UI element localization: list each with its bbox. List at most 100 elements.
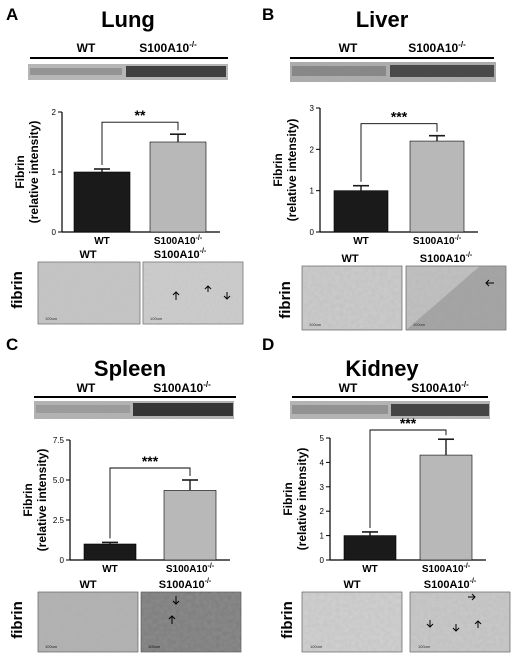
panel-b-blot-ko-band [390, 65, 494, 77]
panel-d-bar-wt [343, 535, 397, 561]
panel-a-blot-ko-label: S100A10-/- [139, 40, 197, 55]
panel-c-letter: C [6, 335, 18, 354]
panel-a-micro-ko-label: S100A10-/- [154, 248, 207, 261]
panel-a-blot-wt-band [30, 68, 122, 75]
panel-a-scale-wt: 100um [45, 316, 58, 321]
panel-a-title: Lung [101, 7, 155, 32]
panel-b-micrographs: WT S100A10-/- fibrin 100um 100um [277, 252, 507, 331]
panel-b-y-axis-label: Fibrin(relative intensity) [271, 119, 299, 222]
panel-b-fibrin-row-label: fibrin [277, 281, 294, 319]
panel-c-scale-wt: 100um [45, 644, 58, 649]
panel-a-category-label-ko: S100A10-/- [154, 235, 203, 247]
panel-b-y-tick-label: 2 [310, 145, 315, 154]
panel-d-y-tick-label: 5 [320, 434, 325, 443]
panel-d-y-tick-label: 4 [320, 458, 325, 467]
panel-d-blot: WT S100A10-/- [290, 380, 490, 419]
panel-a-micrographs: WT S100A10-/- fibrin 100um 100um [9, 248, 244, 325]
panel-c-micro-ko-label: S100A10-/- [159, 578, 212, 591]
panel-a-blot-ko-band [126, 66, 226, 77]
panel-a-y-axis-label: Fibrin(relative intensity) [13, 121, 41, 224]
panel-a-significance-bracket [101, 121, 179, 165]
panel-b-blot: WT S100A10-/- [290, 40, 496, 82]
panel-a: A Lung WT S100A10-/- 0 1 2 Fibrin(relative … [6, 5, 244, 325]
panel-c-y-axis-label: Fibrin(relative intensity) [21, 449, 49, 552]
panel-d-blot-ko-label: S100A10-/- [411, 380, 469, 395]
panel-d-micrographs: WT S100A10-/- fibrin 100um 100um [279, 578, 511, 653]
panel-a-fibrin-row-label: fibrin [9, 271, 26, 309]
panel-a-significance-label: ** [135, 107, 146, 123]
panel-b-arrows [485, 279, 494, 287]
panel-b-bar-wt [333, 190, 389, 233]
panel-d-bar-ko [419, 454, 473, 561]
panel-c-arrows [168, 596, 180, 624]
panel-b-blot-ko-label: S100A10-/- [408, 40, 466, 55]
panel-a-blot: WT S100A10-/- [28, 40, 228, 80]
panel-b-micro-ko-label: S100A10-/- [420, 252, 473, 265]
panel-d-y-tick-label: 3 [320, 483, 325, 492]
panel-d-title: Kidney [345, 356, 419, 381]
panel-c-micro-wt-label: WT [79, 579, 96, 591]
panel-d-significance-bracket [369, 429, 447, 528]
panel-b-significance-bracket [360, 123, 438, 182]
panel-d-category-label-ko: S100A10-/- [422, 563, 471, 575]
panel-c-blot-ko-label: S100A10-/- [153, 380, 211, 395]
panel-b-blot-wt-label: WT [339, 41, 358, 55]
panel-c-blot: WT S100A10-/- [34, 380, 236, 419]
panel-c-fibrin-row-label: fibrin [9, 601, 26, 639]
panel-c: C Spleen WT S100A10-/- 0 2.5 5.0 7.5 Fibrin(… [6, 335, 242, 653]
panel-d-scale-ko: 100um [418, 644, 431, 649]
panel-d-micro-wt-label: WT [343, 579, 360, 591]
panel-b-micrograph-ko-dark-region [406, 266, 506, 330]
panel-a-scale-ko: 100um [150, 316, 163, 321]
panel-b-title: Liver [356, 7, 409, 32]
panel-c-bar-wt [83, 543, 137, 561]
panel-d-blot-ko-band [391, 404, 489, 416]
panel-c-blot-wt-label: WT [77, 381, 96, 395]
panel-c-significance-bracket [109, 467, 191, 539]
panel-c-micrographs: WT S100A10-/- fibrin 100um 100um [9, 578, 242, 653]
panel-b-category-label-wt: WT [353, 236, 369, 247]
panel-d-y-axis-label: Fibrin(relative intensity) [281, 448, 309, 551]
panel-b-bar-chart: 0 1 2 3 Fibrin(relative intensity) WT S100A10-… [271, 104, 478, 247]
panel-a-blot-wt-label: WT [77, 41, 96, 55]
panel-a-y-tick-label: 0 [52, 228, 57, 237]
panel-a-category-label-wt: WT [94, 236, 110, 247]
panel-c-y-tick-label: 5.0 [53, 476, 65, 485]
panel-d-micro-ko-label: S100A10-/- [424, 578, 477, 591]
panel-a-letter: A [6, 5, 18, 24]
panel-c-blot-ko-band [133, 403, 233, 416]
panel-a-bar-ko [149, 141, 207, 233]
panel-d-fibrin-row-label: fibrin [279, 601, 296, 639]
panel-d-bar-chart: 0 1 2 3 4 5 Fibrin(relative intensity) WT S100A1… [281, 415, 486, 575]
panel-c-category-label-wt: WT [102, 564, 118, 575]
panel-c-bar-ko [163, 490, 217, 561]
panel-a-bar-wt [73, 171, 131, 233]
panel-d-arrows [426, 593, 482, 632]
panel-d-blot-wt-label: WT [339, 381, 358, 395]
panel-d-y-tick-label: 1 [320, 532, 325, 541]
panel-a-y-tick-label: 1 [52, 168, 57, 177]
panel-b-letter: B [262, 5, 274, 24]
panel-c-y-tick-label: 2.5 [53, 516, 65, 525]
panel-b-blot-wt-band [292, 66, 386, 76]
panel-c-category-label-ko: S100A10-/- [166, 563, 215, 575]
panel-a-micro-wt-label: WT [79, 249, 96, 261]
panel-b-scale-wt: 100um [309, 322, 322, 327]
panel-d: D Kidney WT S100A10-/- 0 1 2 3 4 5 Fibrin(rela… [262, 335, 511, 653]
panel-d-significance-label: *** [400, 415, 417, 431]
panel-b-y-tick-label: 3 [310, 104, 315, 113]
panel-b: B Liver WT S100A10-/- 0 1 2 3 Fibrin(relativ… [262, 5, 507, 331]
panel-b-scale-ko: 100um [413, 322, 426, 327]
panel-d-letter: D [262, 335, 274, 354]
panel-c-bar-chart: 0 2.5 5.0 7.5 Fibrin(relative intensity) WT S1… [21, 436, 230, 575]
panel-a-arrows [172, 285, 231, 300]
panel-c-blot-wt-band [36, 405, 130, 413]
panel-b-micro-wt-label: WT [341, 253, 358, 265]
panel-a-y-tick-label: 2 [52, 108, 57, 117]
panel-b-y-tick-label: 0 [310, 228, 315, 237]
panel-d-scale-wt: 100um [310, 644, 323, 649]
panel-c-title: Spleen [94, 356, 166, 381]
panel-b-bar-ko [409, 140, 465, 233]
panel-d-category-label-wt: WT [362, 564, 378, 575]
